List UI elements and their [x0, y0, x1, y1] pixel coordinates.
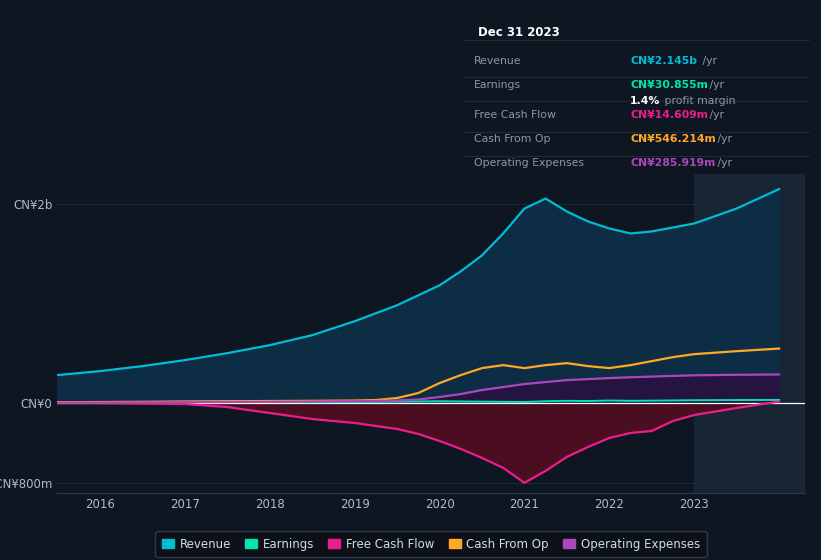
Text: CN¥546.214m: CN¥546.214m — [631, 134, 716, 144]
Text: CN¥2.145b: CN¥2.145b — [631, 56, 697, 66]
Text: /yr: /yr — [706, 80, 724, 90]
Text: /yr: /yr — [699, 56, 717, 66]
Text: CN¥14.609m: CN¥14.609m — [631, 110, 709, 120]
Text: profit margin: profit margin — [662, 96, 736, 106]
Text: 1.4%: 1.4% — [631, 96, 661, 106]
Text: Free Cash Flow: Free Cash Flow — [475, 110, 556, 120]
Text: Cash From Op: Cash From Op — [475, 134, 551, 144]
Text: Dec 31 2023: Dec 31 2023 — [478, 26, 559, 39]
Text: Operating Expenses: Operating Expenses — [475, 158, 585, 168]
Text: CN¥285.919m: CN¥285.919m — [631, 158, 716, 168]
Bar — [695, 174, 821, 493]
Text: Revenue: Revenue — [475, 56, 522, 66]
Legend: Revenue, Earnings, Free Cash Flow, Cash From Op, Operating Expenses: Revenue, Earnings, Free Cash Flow, Cash … — [155, 531, 707, 557]
Text: /yr: /yr — [706, 110, 724, 120]
Text: /yr: /yr — [714, 134, 732, 144]
Text: /yr: /yr — [714, 158, 732, 168]
Text: Earnings: Earnings — [475, 80, 521, 90]
Text: CN¥30.855m: CN¥30.855m — [631, 80, 708, 90]
